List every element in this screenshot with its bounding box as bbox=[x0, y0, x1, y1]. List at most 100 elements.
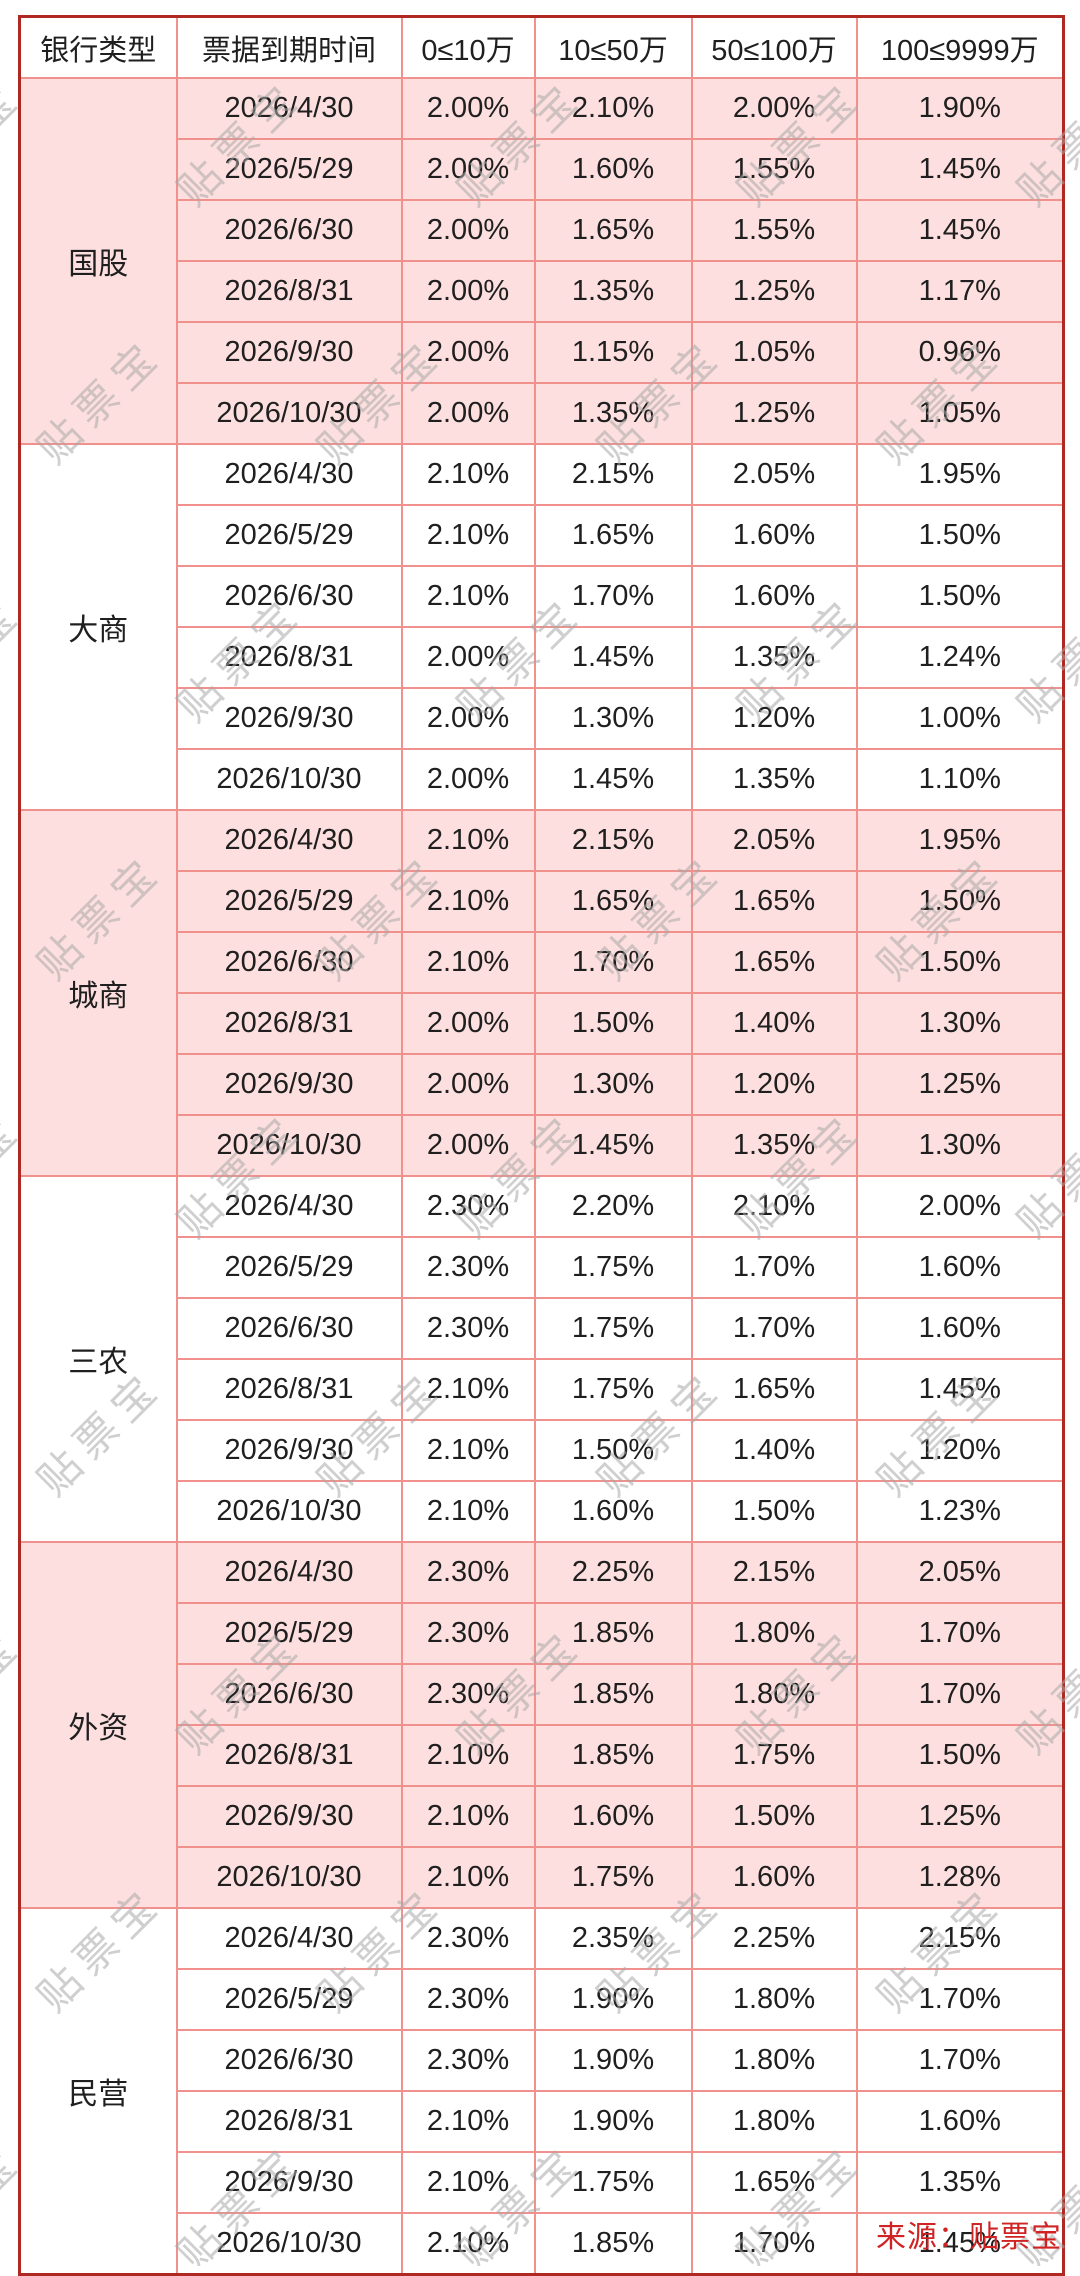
rate-cell: 1.50% bbox=[855, 1724, 1065, 1787]
bill-rates-table: 银行类型 票据到期时间 0≤10万 10≤50万 50≤100万 100≤999… bbox=[18, 15, 1065, 2276]
rate-cell: 2.10% bbox=[400, 1480, 536, 1543]
rate-cell: 2.30% bbox=[400, 1602, 536, 1665]
rate-cell: 2.10% bbox=[400, 2212, 536, 2276]
rate-cell: 1.60% bbox=[855, 2090, 1065, 2153]
rate-cell: 1.15% bbox=[533, 321, 693, 384]
rate-cell: 1.20% bbox=[690, 1053, 858, 1116]
maturity-date-cell: 2026/5/29 bbox=[175, 1968, 403, 2031]
rate-cell: 1.45% bbox=[855, 199, 1065, 262]
rate-cell: 1.60% bbox=[690, 1846, 858, 1909]
rate-cell: 2.00% bbox=[400, 77, 536, 140]
rate-cell: 1.75% bbox=[690, 1724, 858, 1787]
bank-type-cell: 三农 bbox=[18, 1175, 178, 1543]
maturity-date-cell: 2026/9/30 bbox=[175, 687, 403, 750]
rate-cell: 1.75% bbox=[533, 1236, 693, 1299]
table-row: 2026/8/31 2.10% 1.90% 1.80% 1.60% bbox=[20, 2090, 1065, 2153]
rate-cell: 1.80% bbox=[690, 2029, 858, 2092]
maturity-date-cell: 2026/6/30 bbox=[175, 2029, 403, 2092]
rate-cell: 2.00% bbox=[400, 626, 536, 689]
rate-cell: 2.10% bbox=[400, 931, 536, 994]
rate-cell: 2.00% bbox=[400, 1114, 536, 1177]
rate-cell: 2.10% bbox=[400, 870, 536, 933]
rate-cell: 2.25% bbox=[690, 1907, 858, 1970]
rate-cell: 1.30% bbox=[855, 992, 1065, 1055]
rate-cell: 2.00% bbox=[400, 138, 536, 201]
rate-cell: 2.35% bbox=[533, 1907, 693, 1970]
rate-cell: 1.30% bbox=[533, 687, 693, 750]
rate-cell: 1.95% bbox=[855, 443, 1065, 506]
rate-cell: 1.65% bbox=[690, 931, 858, 994]
maturity-date-cell: 2026/9/30 bbox=[175, 1785, 403, 1848]
column-header-tier-3: 50≤100万 bbox=[690, 15, 858, 79]
rate-cell: 1.00% bbox=[855, 687, 1065, 750]
rate-cell: 1.90% bbox=[855, 77, 1065, 140]
rate-cell: 1.50% bbox=[690, 1785, 858, 1848]
rate-cell: 2.05% bbox=[690, 443, 858, 506]
rate-cell: 1.90% bbox=[533, 2029, 693, 2092]
table-row: 2026/5/29 2.10% 1.65% 1.60% 1.50% bbox=[20, 504, 1065, 567]
rate-cell: 1.35% bbox=[690, 626, 858, 689]
table-row: 2026/6/30 2.00% 1.65% 1.55% 1.45% bbox=[20, 199, 1065, 262]
rate-cell: 2.10% bbox=[400, 1785, 536, 1848]
table-row: 2026/10/30 2.00% 1.45% 1.35% 1.10% bbox=[20, 748, 1065, 811]
rate-cell: 1.50% bbox=[855, 504, 1065, 567]
rate-cell: 2.10% bbox=[400, 443, 536, 506]
rate-cell: 1.75% bbox=[533, 1846, 693, 1909]
rate-cell: 2.30% bbox=[400, 1175, 536, 1238]
maturity-date-cell: 2026/5/29 bbox=[175, 1602, 403, 1665]
rate-cell: 1.40% bbox=[690, 1419, 858, 1482]
maturity-date-cell: 2026/6/30 bbox=[175, 565, 403, 628]
maturity-date-cell: 2026/10/30 bbox=[175, 1480, 403, 1543]
maturity-date-cell: 2026/6/30 bbox=[175, 1663, 403, 1726]
table-row: 城商 2026/4/30 2.10% 2.15% 2.05% 1.95% bbox=[18, 809, 1065, 1177]
table-row: 2026/6/30 2.10% 1.70% 1.65% 1.50% bbox=[20, 931, 1065, 994]
maturity-date-cell: 2026/8/31 bbox=[175, 626, 403, 689]
table-row: 外资 2026/4/30 2.30% 2.25% 2.15% 2.05% bbox=[18, 1541, 1065, 1909]
maturity-date-cell: 2026/5/29 bbox=[175, 504, 403, 567]
rate-cell: 1.85% bbox=[533, 1663, 693, 1726]
rate-cell: 2.00% bbox=[855, 1175, 1065, 1238]
table-row: 民营 2026/4/30 2.30% 2.35% 2.25% 2.15% bbox=[18, 1907, 1065, 2276]
rate-cell: 1.35% bbox=[855, 2151, 1065, 2214]
rate-cell: 1.85% bbox=[533, 2212, 693, 2276]
rate-cell: 1.60% bbox=[690, 565, 858, 628]
rate-cell: 1.65% bbox=[690, 870, 858, 933]
rate-cell: 2.00% bbox=[400, 260, 536, 323]
rate-cell: 1.60% bbox=[855, 1297, 1065, 1360]
rate-cell: 1.20% bbox=[855, 1419, 1065, 1482]
rate-cell: 2.10% bbox=[690, 1175, 858, 1238]
maturity-date-cell: 2026/9/30 bbox=[175, 1053, 403, 1116]
rate-cell: 2.00% bbox=[400, 382, 536, 445]
maturity-date-cell: 2026/4/30 bbox=[175, 443, 403, 506]
table-row: 2026/5/29 2.10% 1.65% 1.65% 1.50% bbox=[20, 870, 1065, 933]
table-row: 2026/10/30 2.00% 1.45% 1.35% 1.30% bbox=[20, 1114, 1065, 1177]
table-row: 三农 2026/4/30 2.30% 2.20% 2.10% 2.00% bbox=[18, 1175, 1065, 1543]
maturity-date-cell: 2026/5/29 bbox=[175, 1236, 403, 1299]
table-row: 2026/10/30 2.10% 1.60% 1.50% 1.23% bbox=[20, 1480, 1065, 1543]
rate-cell: 1.40% bbox=[690, 992, 858, 1055]
table-row: 2026/8/31 2.10% 1.85% 1.75% 1.50% bbox=[20, 1724, 1065, 1787]
table-row: 大商 2026/4/30 2.10% 2.15% 2.05% 1.95% bbox=[18, 443, 1065, 811]
maturity-date-cell: 2026/4/30 bbox=[175, 1907, 403, 1970]
rate-cell: 1.45% bbox=[533, 748, 693, 811]
rate-cell: 2.30% bbox=[400, 1663, 536, 1726]
rate-cell: 1.95% bbox=[855, 809, 1065, 872]
rate-cell: 1.60% bbox=[533, 1480, 693, 1543]
rate-cell: 1.45% bbox=[533, 626, 693, 689]
column-header-maturity: 票据到期时间 bbox=[175, 15, 403, 79]
source-label: 来源：贴票宝 bbox=[876, 2221, 1062, 2254]
table-row: 2026/10/30 2.10% 1.75% 1.60% 1.28% bbox=[20, 1846, 1065, 1909]
rate-cell: 2.30% bbox=[400, 1236, 536, 1299]
rate-cell: 1.25% bbox=[855, 1785, 1065, 1848]
bank-type-cell: 国股 bbox=[18, 77, 178, 445]
rate-cell: 1.28% bbox=[855, 1846, 1065, 1909]
rate-cell: 1.70% bbox=[855, 2029, 1065, 2092]
maturity-date-cell: 2026/6/30 bbox=[175, 199, 403, 262]
rate-cell: 1.25% bbox=[690, 260, 858, 323]
rate-cell: 2.10% bbox=[400, 2090, 536, 2153]
rate-cell: 1.55% bbox=[690, 199, 858, 262]
maturity-date-cell: 2026/4/30 bbox=[175, 1175, 403, 1238]
rate-cell: 1.85% bbox=[533, 1724, 693, 1787]
maturity-date-cell: 2026/8/31 bbox=[175, 260, 403, 323]
rate-cell: 1.70% bbox=[690, 1236, 858, 1299]
